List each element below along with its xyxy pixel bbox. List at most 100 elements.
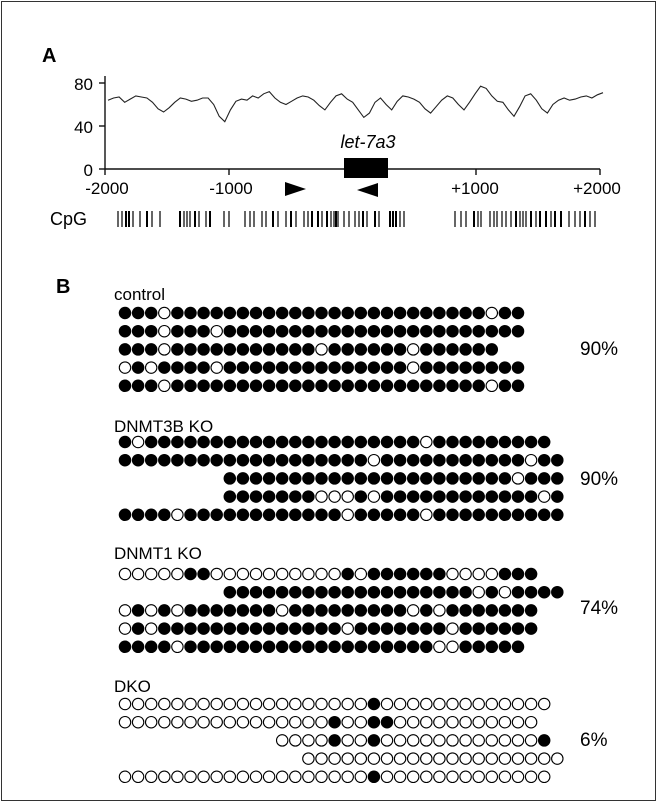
methylated-cpg-circle — [328, 361, 341, 374]
methylated-cpg-circle — [485, 508, 499, 522]
methylated-cpg-circle — [328, 324, 341, 338]
methylated-cpg-circle — [524, 435, 538, 449]
methylated-cpg-circle — [459, 435, 472, 449]
methylated-cpg-circle — [184, 567, 197, 581]
methylated-cpg-circle — [328, 640, 341, 654]
methylated-cpg-circle — [210, 306, 223, 320]
methylated-cpg-circle — [420, 379, 433, 393]
unmethylated-cpg-circle — [118, 604, 132, 617]
methylated-cpg-circle — [393, 640, 407, 654]
unmethylated-cpg-circle — [131, 435, 145, 449]
methylated-cpg-circle — [341, 604, 354, 617]
methylation-percent: 90% — [580, 469, 618, 490]
unmethylated-cpg-circle — [446, 697, 459, 711]
unmethylated-cpg-circle — [459, 770, 472, 784]
unmethylated-cpg-circle — [406, 361, 420, 374]
methylated-cpg-circle — [511, 585, 525, 599]
methylated-cpg-circle — [446, 453, 459, 467]
methylated-cpg-circle — [341, 640, 354, 654]
unmethylated-cpg-circle — [236, 715, 250, 729]
unmethylated-cpg-circle — [302, 697, 315, 711]
methylated-cpg-circle — [433, 343, 446, 356]
methylated-cpg-circle — [354, 585, 368, 599]
methylated-cpg-circle — [537, 472, 551, 485]
unmethylated-cpg-circle — [315, 697, 328, 711]
methylated-cpg-circle — [446, 379, 459, 393]
methylated-cpg-circle — [498, 453, 512, 467]
methylated-cpg-circle — [289, 324, 302, 338]
methylated-cpg-circle — [446, 306, 459, 320]
unmethylated-cpg-circle — [498, 715, 512, 729]
unmethylated-cpg-circle — [341, 752, 354, 765]
methylated-cpg-circle — [118, 306, 132, 320]
methylated-cpg-circle — [459, 604, 472, 617]
methylated-cpg-circle — [354, 306, 368, 320]
methylation-percent: 90% — [580, 339, 618, 360]
unmethylated-cpg-circle — [354, 697, 368, 711]
unmethylated-cpg-circle — [367, 752, 381, 765]
unmethylated-cpg-circle — [184, 715, 197, 729]
x-tick-label: +2000 — [573, 179, 621, 198]
methylated-cpg-circle — [472, 490, 485, 503]
methylated-cpg-circle — [249, 640, 263, 654]
methylated-cpg-circle — [511, 379, 525, 393]
methylated-cpg-circle — [472, 453, 485, 467]
methylated-cpg-circle — [433, 379, 446, 393]
methylated-cpg-circle — [511, 508, 525, 522]
unmethylated-cpg-circle — [341, 622, 354, 635]
unmethylated-cpg-circle — [446, 770, 459, 784]
unmethylated-cpg-circle — [459, 715, 472, 729]
unmethylated-cpg-circle — [406, 604, 420, 617]
unmethylated-cpg-circle — [459, 734, 472, 747]
methylated-cpg-circle — [380, 567, 394, 581]
methylated-cpg-circle — [524, 490, 538, 503]
methylated-cpg-circle — [459, 472, 472, 485]
methylated-cpg-circle — [262, 453, 276, 467]
unmethylated-cpg-circle — [171, 604, 184, 617]
methylated-cpg-circle — [328, 435, 341, 449]
unmethylated-cpg-circle — [223, 715, 237, 729]
methylated-cpg-circle — [341, 306, 354, 320]
methylated-cpg-circle — [118, 324, 132, 338]
methylated-cpg-circle — [302, 324, 315, 338]
unmethylated-cpg-circle — [328, 697, 341, 711]
unmethylated-cpg-circle — [328, 567, 341, 581]
reverse-primer-arrow — [357, 183, 378, 197]
methylated-cpg-circle — [420, 343, 433, 356]
methylated-cpg-circle — [537, 585, 551, 599]
methylated-cpg-circle — [144, 508, 158, 522]
methylated-cpg-circle — [354, 361, 368, 374]
methylated-cpg-circle — [537, 734, 551, 747]
methylated-cpg-circle — [249, 361, 263, 374]
y-tick-label: 0 — [84, 161, 93, 180]
methylated-cpg-circle — [406, 306, 420, 320]
methylated-cpg-circle — [328, 343, 341, 356]
methylated-cpg-circle — [262, 324, 276, 338]
unmethylated-cpg-circle — [551, 752, 564, 765]
unmethylated-cpg-circle — [380, 752, 394, 765]
unmethylated-cpg-circle — [498, 734, 512, 747]
methylated-cpg-circle — [459, 379, 472, 393]
methylated-cpg-circle — [393, 585, 407, 599]
methylated-cpg-circle — [262, 622, 276, 635]
methylated-cpg-circle — [262, 585, 276, 599]
methylated-cpg-circle — [236, 361, 250, 374]
unmethylated-cpg-circle — [210, 715, 223, 729]
unmethylated-cpg-circle — [433, 604, 446, 617]
methylated-cpg-circle — [184, 435, 197, 449]
unmethylated-cpg-circle — [498, 770, 512, 784]
unmethylated-cpg-circle — [511, 770, 525, 784]
unmethylated-cpg-circle — [262, 770, 276, 784]
methylated-cpg-circle — [144, 324, 158, 338]
methylated-cpg-circle — [249, 472, 263, 485]
methylated-cpg-circle — [524, 472, 538, 485]
methylated-cpg-circle — [302, 379, 315, 393]
methylated-cpg-circle — [184, 508, 197, 522]
unmethylated-cpg-circle — [328, 490, 341, 503]
methylated-cpg-circle — [367, 508, 381, 522]
methylated-cpg-circle — [459, 585, 472, 599]
unmethylated-cpg-circle — [249, 715, 263, 729]
unmethylated-cpg-circle — [406, 343, 420, 356]
methylated-cpg-circle — [210, 640, 223, 654]
methylated-cpg-circle — [380, 715, 394, 729]
